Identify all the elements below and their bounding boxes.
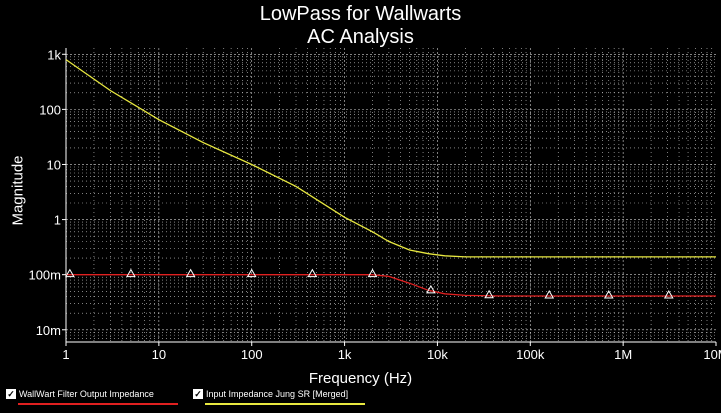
series-marker-0: [544, 290, 555, 299]
series-marker-0: [426, 284, 436, 294]
legend-label-output-impedance: WallWart Filter Output Impedance: [19, 389, 154, 399]
series-marker-0: [64, 268, 75, 278]
y-tick-label: 100m: [28, 268, 61, 283]
series-marker-0: [663, 290, 674, 299]
legend-checkbox-input-impedance[interactable]: ✓: [193, 389, 203, 399]
x-tick-label: 100k: [516, 347, 545, 362]
y-tick-label: 10m: [36, 323, 61, 338]
series-marker-0: [307, 268, 318, 278]
legend-item-output-impedance[interactable]: ✓ WallWart Filter Output Impedance: [6, 389, 178, 405]
series-line-1: [65, 59, 716, 258]
chart-title: LowPass for Wallwarts: [259, 3, 462, 25]
x-tick-label: 100: [241, 347, 263, 362]
y-tick-label: 1k: [47, 47, 61, 62]
x-tick-label: 1M: [614, 347, 632, 362]
legend-label-input-impedance: Input Impedance Jung SR [Merged]: [206, 389, 349, 399]
x-tick-label: 10k: [427, 347, 448, 362]
legend-item-input-impedance[interactable]: ✓ Input Impedance Jung SR [Merged]: [193, 389, 365, 405]
series-marker-0: [484, 289, 494, 299]
series-marker-0: [603, 290, 614, 299]
x-tick-label: 10M: [703, 347, 721, 362]
series-marker-0: [126, 268, 136, 278]
legend-swatch-output-impedance: [18, 403, 178, 405]
chart-subtitle: AC Analysis: [307, 26, 414, 48]
series-marker-0: [367, 268, 378, 278]
series-marker-0: [246, 268, 257, 278]
x-tick-label: 1k: [338, 347, 352, 362]
legend-swatch-input-impedance: [205, 403, 365, 405]
x-tick-label: 10: [152, 347, 166, 362]
y-tick-label: 10: [47, 157, 61, 172]
y-tick-label: 100: [39, 102, 61, 117]
series-line-0: [66, 274, 716, 297]
y-tick-label: 1: [54, 213, 61, 228]
series-marker-0: [185, 268, 196, 278]
legend-checkbox-output-impedance[interactable]: ✓: [6, 389, 16, 399]
x-axis-label: Frequency (Hz): [308, 370, 413, 387]
x-tick-label: 1: [62, 347, 69, 362]
